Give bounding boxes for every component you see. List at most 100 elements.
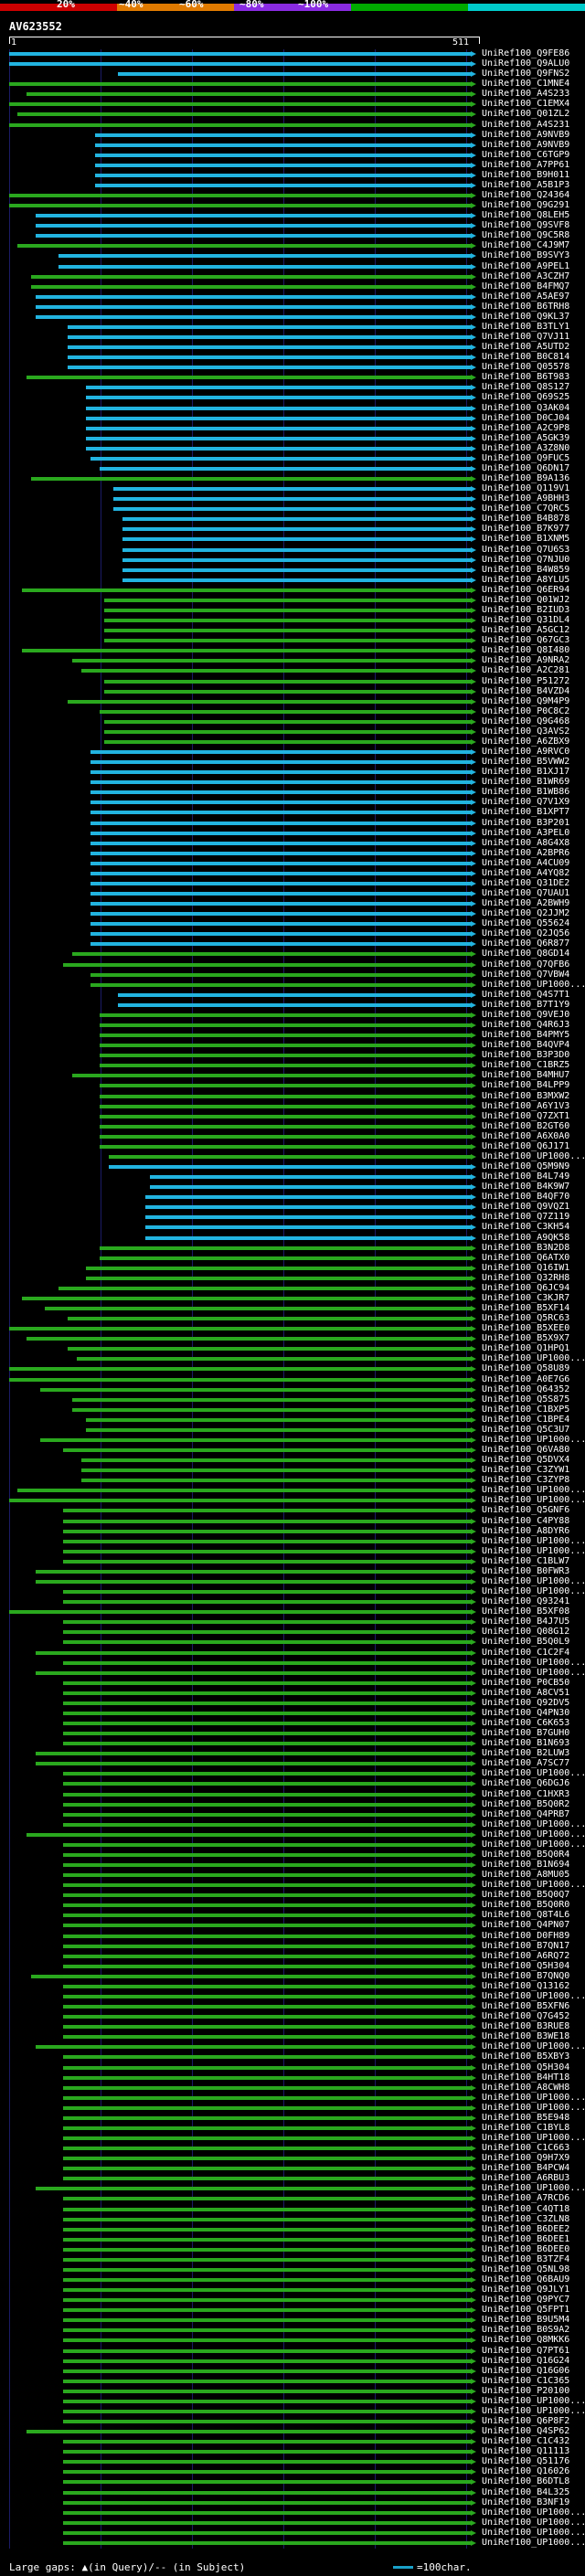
hit-alignment-bar[interactable] [63,1873,472,1877]
hit-alignment-bar[interactable] [63,2025,472,2029]
hit-label[interactable]: UniRef100_Q9G291 [482,200,570,210]
hit-label[interactable]: UniRef100_Q67GC3 [482,635,570,645]
hit-label[interactable]: UniRef100_B2IUD3 [482,605,570,615]
hit-alignment-bar[interactable] [90,983,472,987]
hit-alignment-bar[interactable] [63,1590,472,1594]
hit-alignment-bar[interactable] [90,912,472,916]
hit-label[interactable]: UniRef100_Q119V1 [482,483,570,493]
hit-alignment-bar[interactable] [63,1661,472,1665]
hit-alignment-bar[interactable] [9,123,472,127]
hit-label[interactable]: UniRef100_UP1000... [482,2133,585,2143]
hit-label[interactable]: UniRef100_UP1000... [482,1353,585,1363]
hit-alignment-bar[interactable] [100,1246,472,1250]
hit-alignment-bar[interactable] [118,993,472,997]
hit-label[interactable]: UniRef100_Q7G452 [482,2011,570,2021]
hit-alignment-bar[interactable] [63,2450,472,2454]
hit-alignment-bar[interactable] [36,1570,472,1574]
hit-alignment-bar[interactable] [95,143,472,147]
hit-label[interactable]: UniRef100_A0E7G6 [482,1374,570,1384]
hit-label[interactable]: UniRef100_UP1000... [482,2041,585,2051]
hit-label[interactable]: UniRef100_Q7VBW4 [482,970,570,980]
hit-label[interactable]: UniRef100_Q6VA80 [482,1445,570,1455]
hit-alignment-bar[interactable] [100,1044,472,1047]
hit-label[interactable]: UniRef100_Q5FPT1 [482,2305,570,2315]
hit-alignment-bar[interactable] [95,154,472,157]
hit-alignment-bar[interactable] [63,2015,472,2019]
hit-alignment-bar[interactable] [63,1520,472,1523]
hit-alignment-bar[interactable] [122,568,472,572]
hit-label[interactable]: UniRef100_C1BPE4 [482,1415,570,1425]
hit-alignment-bar[interactable] [63,1893,472,1897]
hit-alignment-bar[interactable] [63,1803,472,1807]
hit-alignment-bar[interactable] [63,1782,472,1786]
hit-alignment-bar[interactable] [81,1479,472,1482]
hit-label[interactable]: UniRef100_A2C9P8 [482,423,570,433]
hit-label[interactable]: UniRef100_UP1000... [482,1586,585,1596]
hit-alignment-bar[interactable] [36,214,472,217]
hit-label[interactable]: UniRef100_C1BRZ5 [482,1060,570,1070]
hit-label[interactable]: UniRef100_B1XJ17 [482,767,570,777]
hit-label[interactable]: UniRef100_Q5H304 [482,2062,570,2072]
hit-label[interactable]: UniRef100_B1N693 [482,1738,570,1748]
hit-alignment-bar[interactable] [63,2228,472,2231]
hit-label[interactable]: UniRef100_A9NRA2 [482,655,570,665]
hit-label[interactable]: UniRef100_Q2JQ56 [482,928,570,938]
hit-alignment-bar[interactable] [122,537,472,541]
hit-label[interactable]: UniRef100_B6DEE2 [482,2224,570,2234]
hit-label[interactable]: UniRef100_C3ZYW1 [482,1465,570,1475]
hit-label[interactable]: UniRef100_B3TLY1 [482,322,570,332]
hit-label[interactable]: UniRef100_Q4SP62 [482,2426,570,2436]
hit-label[interactable]: UniRef100_B4HT18 [482,2072,570,2083]
hit-label[interactable]: UniRef100_UP1000... [482,2507,585,2518]
hit-alignment-bar[interactable] [122,578,472,582]
hit-label[interactable]: UniRef100_A8MU05 [482,1870,570,1880]
hit-label[interactable]: UniRef100_B4LPP9 [482,1080,570,1090]
hit-alignment-bar[interactable] [63,2541,472,2545]
hit-label[interactable]: UniRef100_Q6P8F2 [482,2416,570,2426]
hit-label[interactable]: UniRef100_A4S233 [482,89,570,99]
hit-alignment-bar[interactable] [90,882,472,885]
hit-alignment-bar[interactable] [122,558,472,562]
hit-label[interactable]: UniRef100_Q16G06 [482,2366,570,2376]
hit-alignment-bar[interactable] [63,2157,472,2160]
hit-alignment-bar[interactable] [36,1651,472,1655]
hit-alignment-bar[interactable] [63,1742,472,1745]
hit-alignment-bar[interactable] [63,2420,472,2423]
hit-label[interactable]: UniRef100_B3P3D0 [482,1050,570,1060]
hit-alignment-bar[interactable] [104,730,472,734]
hit-label[interactable]: UniRef100_C3ZLN8 [482,2214,570,2224]
hit-alignment-bar[interactable] [63,1600,472,1604]
hit-label[interactable]: UniRef100_Q9FNS2 [482,69,570,79]
hit-label[interactable]: UniRef100_UP1000... [482,1991,585,2001]
hit-label[interactable]: UniRef100_Q9JLY1 [482,2284,570,2295]
hit-label[interactable]: UniRef100_B1WB86 [482,787,570,797]
hit-label[interactable]: UniRef100_B4L749 [482,1171,570,1182]
hit-label[interactable]: UniRef100_UP1000... [482,2396,585,2406]
hit-alignment-bar[interactable] [100,1084,472,1087]
hit-label[interactable]: UniRef100_C1C2F4 [482,1648,570,1658]
hit-label[interactable]: UniRef100_B4B878 [482,514,570,524]
hit-alignment-bar[interactable] [63,2338,472,2342]
hit-alignment-bar[interactable] [63,1965,472,1968]
hit-label[interactable]: UniRef100_A2C281 [482,665,570,675]
hit-alignment-bar[interactable] [36,1580,472,1584]
hit-label[interactable]: UniRef100_B5Q0L9 [482,1637,570,1647]
hit-label[interactable]: UniRef100_UP1000... [482,1768,585,1778]
hit-alignment-bar[interactable] [63,2147,472,2150]
hit-label[interactable]: UniRef100_UP1000... [482,2538,585,2548]
hit-alignment-bar[interactable] [63,2086,472,2090]
hit-label[interactable]: UniRef100_A5GK39 [482,433,570,443]
hit-alignment-bar[interactable] [63,2035,472,2039]
hit-alignment-bar[interactable] [63,1640,472,1644]
hit-label[interactable]: UniRef100_B2GT60 [482,1121,570,1131]
hit-label[interactable]: UniRef100_Q5S875 [482,1394,570,1405]
hit-label[interactable]: UniRef100_P51272 [482,676,570,686]
hit-label[interactable]: UniRef100_UP1000... [482,1435,585,1445]
hit-label[interactable]: UniRef100_Q5DVX4 [482,1455,570,1465]
hit-label[interactable]: UniRef100_Q9SVF8 [482,220,570,230]
hit-alignment-bar[interactable] [63,1945,472,1948]
hit-alignment-bar[interactable] [22,588,472,592]
hit-alignment-bar[interactable] [104,639,472,642]
hit-alignment-bar[interactable] [63,2410,472,2413]
hit-alignment-bar[interactable] [58,1287,472,1290]
